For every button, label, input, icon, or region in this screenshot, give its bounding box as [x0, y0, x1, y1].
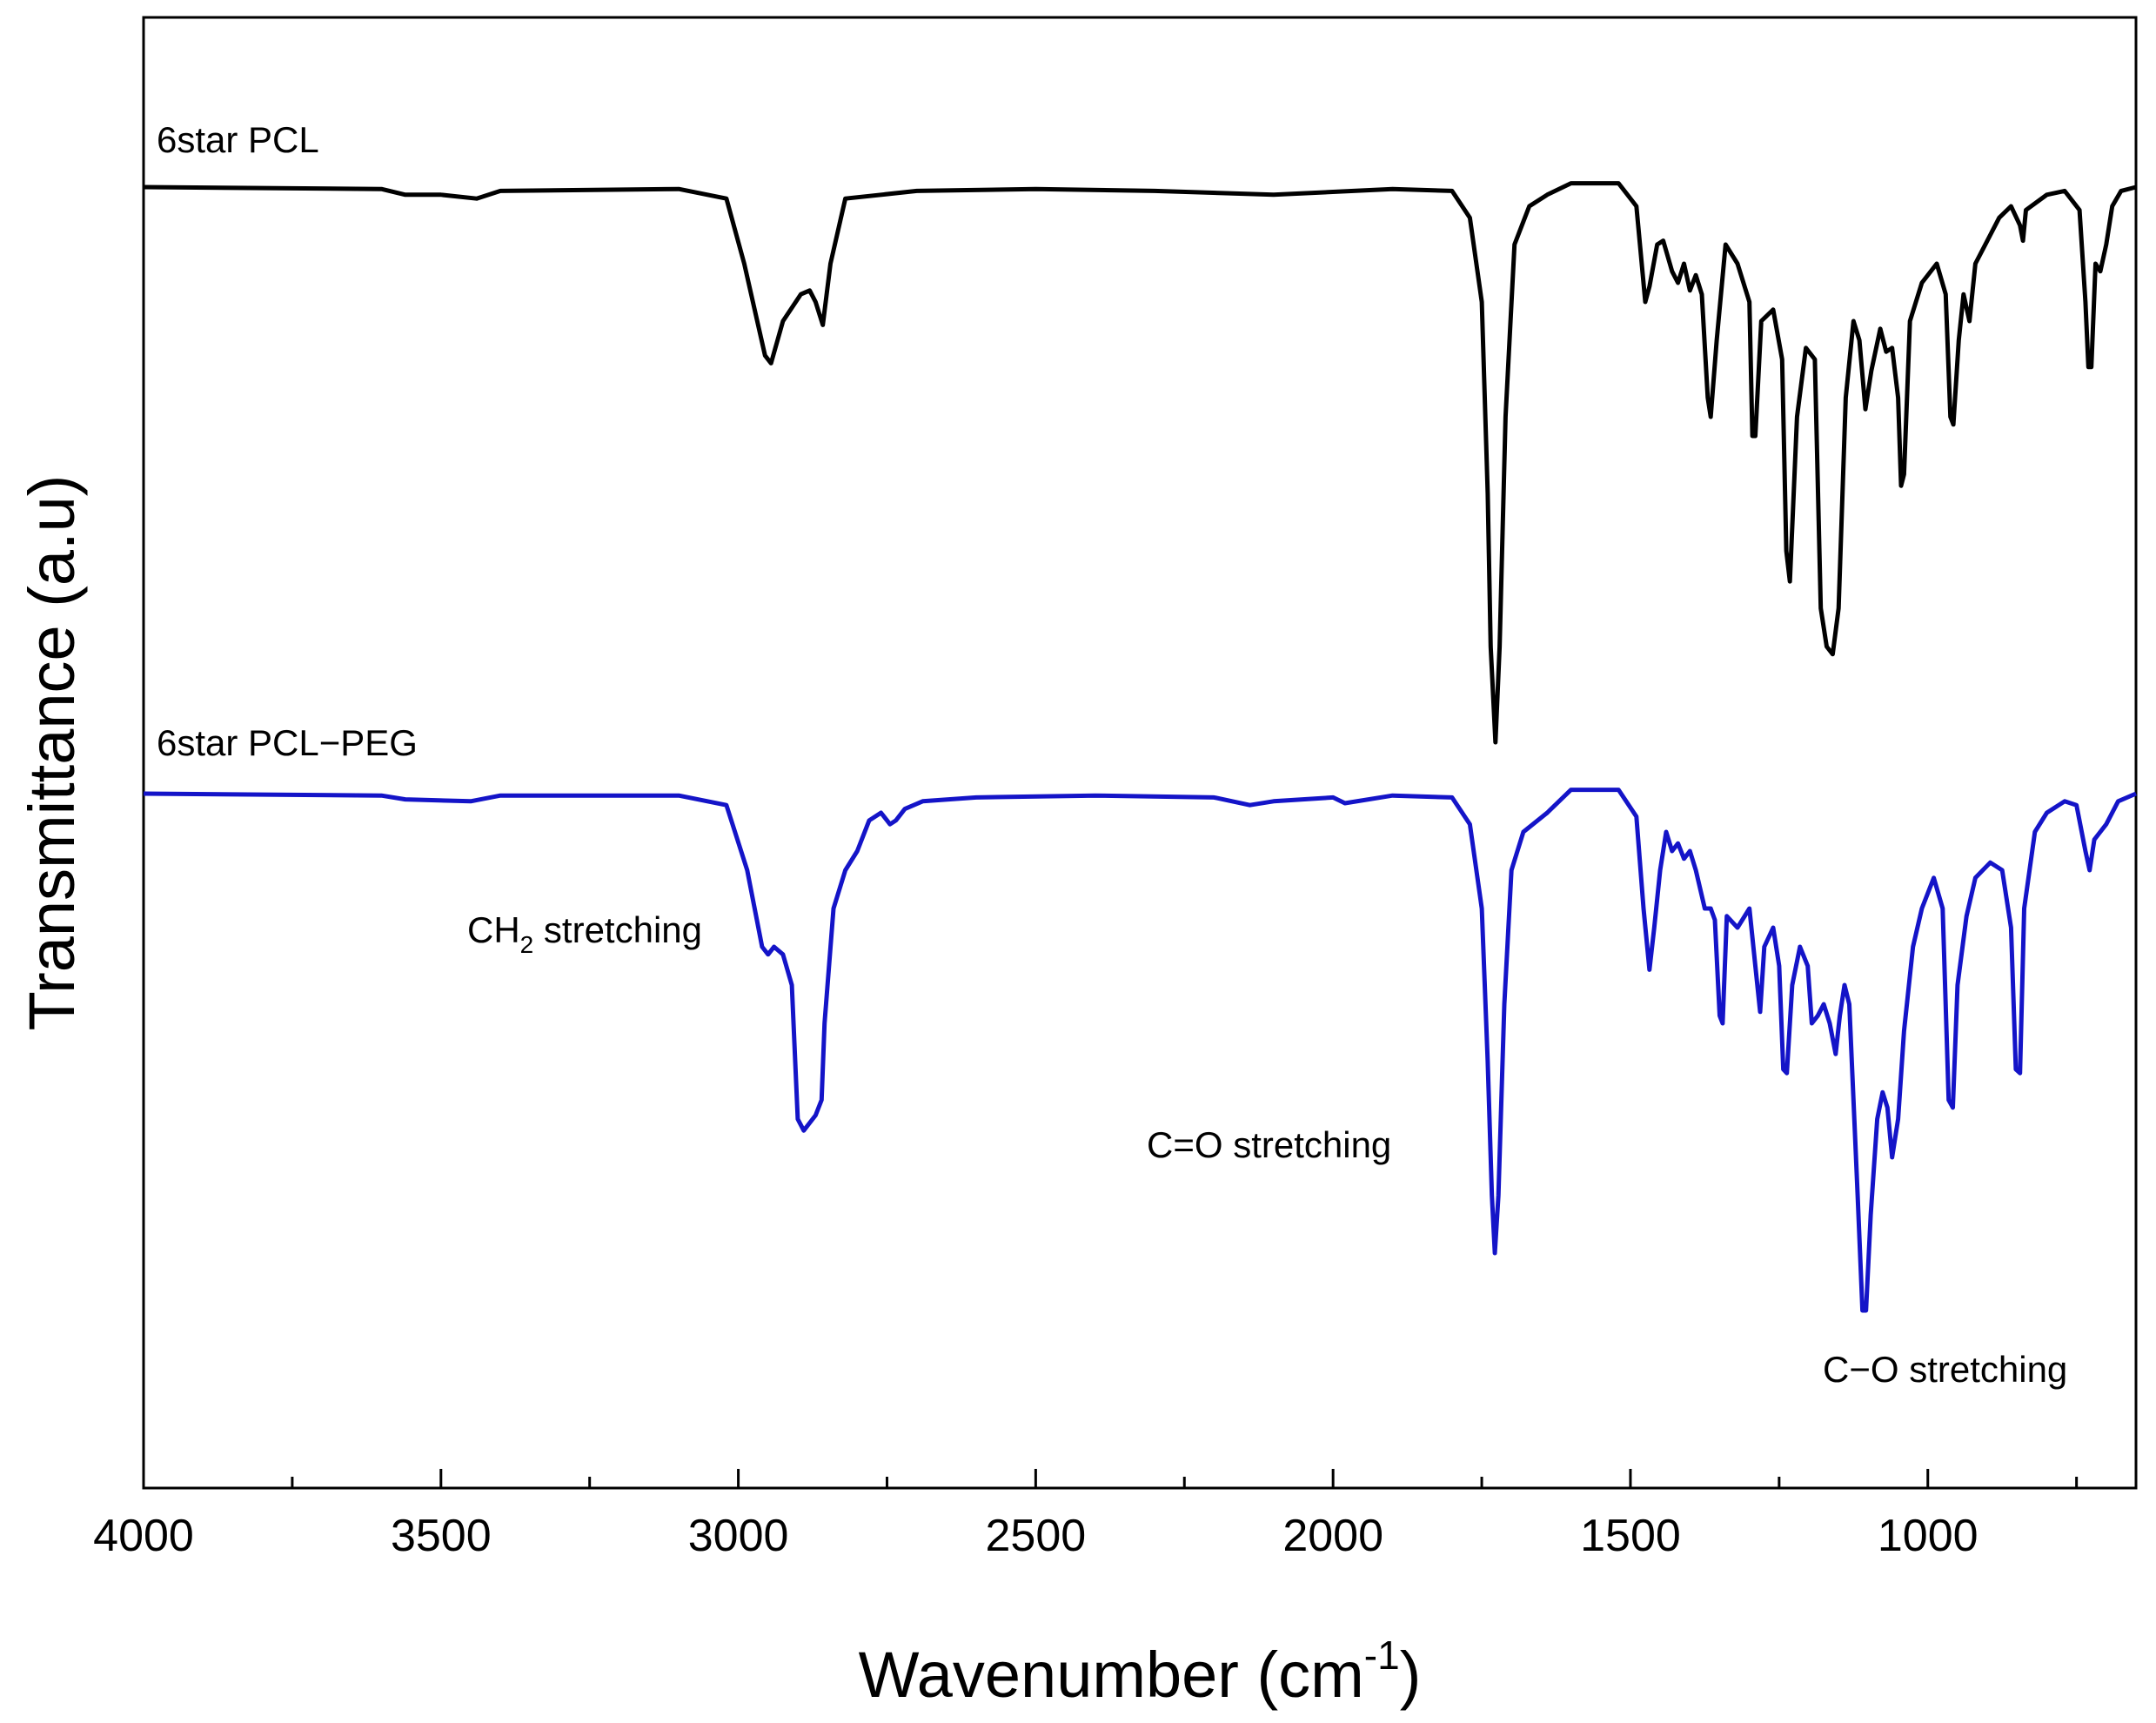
plot-frame [142, 16, 2138, 1490]
series-label-pcl-peg: 6star PCL−PEG [157, 722, 418, 763]
annotation-ch2-sub: 2 [520, 931, 534, 958]
x-tick-label: 2000 [1282, 1511, 1383, 1561]
annotation-co-double-stretching: C=O stretching [1147, 1124, 1391, 1165]
series-layer [143, 181, 2137, 1313]
x-tick-label: 3500 [391, 1511, 492, 1561]
annotation-ch2-rest: stretching [533, 909, 702, 950]
y-axis-title: Transmittance (a.u) [16, 475, 88, 1031]
x-axis-title: Wavenumber (cm-1) [859, 1632, 1422, 1711]
x-axis-ticks [142, 1469, 2079, 1488]
series-label-pcl: 6star PCL [157, 119, 319, 160]
annotation-ch2-stretching: CH2 stretching [467, 909, 702, 958]
plot-area [142, 16, 2138, 1490]
x-tick-label: 4000 [93, 1511, 194, 1561]
x-axis-title-main: Wavenumber (cm [859, 1639, 1364, 1711]
series-line-pcl-peg [143, 788, 2137, 1313]
x-tick-label: 1000 [1878, 1511, 1979, 1561]
x-axis-tick-labels: 4000 3500 3000 2500 2000 1500 1000 [93, 1511, 1978, 1561]
x-tick-label: 2500 [986, 1511, 1087, 1561]
annotation-co-single-stretching: C−O stretching [1823, 1349, 2067, 1390]
series-line-pcl [143, 181, 2137, 745]
x-tick-label: 1500 [1580, 1511, 1681, 1561]
x-axis-title-sup: -1 [1364, 1632, 1400, 1678]
x-tick-label: 3000 [688, 1511, 789, 1561]
x-axis-title-close: ) [1400, 1639, 1422, 1711]
annotation-ch2-main: CH [467, 909, 520, 950]
